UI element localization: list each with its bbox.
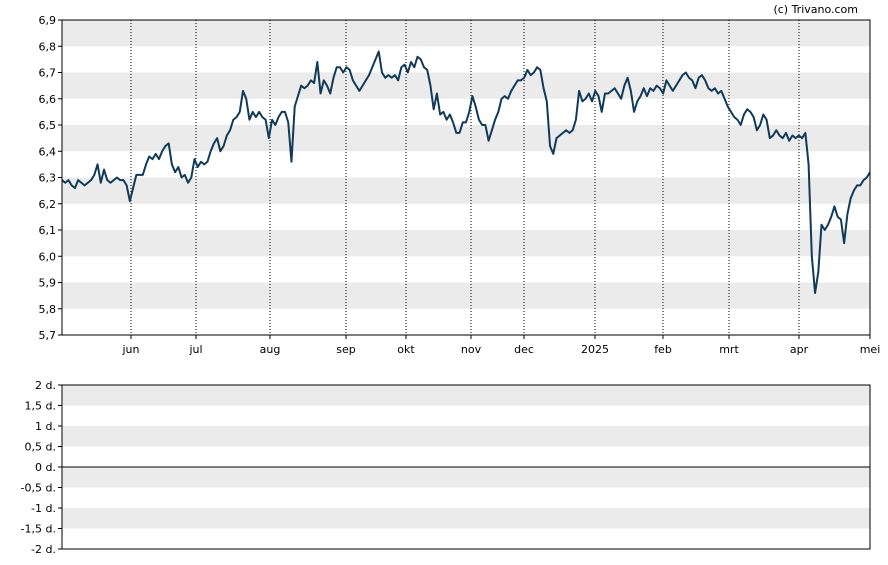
x-tick-label: mrt [719,343,739,356]
bottom-chart-bands [62,385,870,529]
x-tick-label: jul [188,343,202,356]
x-tick-label: aug [260,343,281,356]
band [62,426,870,447]
y-tick-label: 6,0 [39,250,57,263]
y-tick-label: -1 d. [31,502,56,515]
bottom-chart-y-ticks: 2 d. 1,5 d. 1 d. 0,5 d. 0 d. -0,5 d. -1 d. -1,5… [21,379,62,556]
band [62,385,870,406]
top-chart-y-ticks: 6,9 6,8 6,7 6,6 6,5 6,4 6,3 6,2 6,1 6,0 5,9 5,8 5,7 [39,14,62,342]
y-tick-label: -2 d. [31,543,56,556]
y-tick-label: 5,7 [39,329,57,342]
x-tick-label: dec [514,343,534,356]
x-tick-label: nov [461,343,482,356]
y-tick-label: 6,6 [39,93,57,106]
y-tick-label: 0 d. [35,461,56,474]
y-tick-label: 6,7 [39,67,57,80]
y-tick-label: 5,9 [39,277,57,290]
y-tick-label: 6,5 [39,119,57,132]
y-tick-label: 2 d. [35,379,56,392]
y-tick-label: 6,3 [39,172,57,185]
band [62,177,870,204]
x-tick-label: feb [654,343,672,356]
x-tick-label: sep [336,343,355,356]
y-tick-label: 1,5 d. [25,400,56,413]
y-tick-label: 6,8 [39,40,57,53]
band [62,230,870,257]
y-tick-label: 6,1 [39,224,57,237]
y-tick-label: 1 d. [35,420,56,433]
band [62,125,870,152]
x-tick-label: apr [790,343,809,356]
x-tick-label: jun [122,343,140,356]
x-tick-label: mei [860,343,881,356]
x-tick-label: okt [397,343,415,356]
price-series-line [61,50,871,294]
band [62,72,870,99]
y-tick-label: -0,5 d. [21,482,56,495]
band [62,20,870,47]
y-tick-label: 6,9 [39,14,57,27]
x-tick-label: 2025 [581,343,609,356]
credit-text: (c) Trivano.com [773,3,858,16]
top-chart-x-ticks: jun jul aug sep okt nov dec 2025 feb mrt apr mei [122,335,881,356]
bottom-chart-frame [61,384,871,550]
band [62,467,870,488]
y-tick-label: 0,5 d. [25,441,56,454]
y-tick-label: 5,8 [39,303,57,316]
top-chart-bands [62,20,870,309]
band [62,508,870,529]
y-tick-label: 6,4 [39,145,57,158]
y-tick-label: -1,5 d. [21,523,56,536]
top-chart-frame [61,19,871,336]
y-tick-label: 6,2 [39,198,57,211]
band [62,282,870,309]
